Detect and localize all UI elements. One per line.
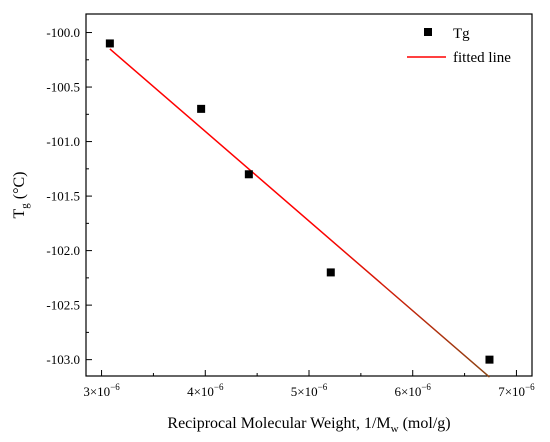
x-tick-exponent: −6 <box>318 382 328 392</box>
y-tick-label: -102.5 <box>46 298 80 313</box>
legend-marker-tg <box>424 28 432 36</box>
legend: Tg fitted line <box>407 26 511 66</box>
x-tick-exponent: −6 <box>421 382 431 392</box>
x-tick-label: 6×10−6 <box>395 382 432 399</box>
data-point <box>326 268 335 277</box>
legend-label-fitted-line: fitted line <box>453 50 511 66</box>
x-axis-title: Reciprocal Molecular Weight, 1/Mw (mol/g… <box>167 415 450 435</box>
data-point <box>244 170 253 179</box>
y-tick-label: -101.5 <box>46 189 80 204</box>
x-tick-mantissa: 4×10 <box>187 384 214 399</box>
x-tick-mantissa: 5×10 <box>291 384 318 399</box>
y-axis-ticks: -100.0 -100.5 -101.0 -101.5 -102.0 -102.5 -103… <box>46 25 92 367</box>
data-point <box>105 39 114 48</box>
y-tick-label: -100.0 <box>46 25 80 40</box>
y-axis-title-unit: (°C) <box>11 171 28 203</box>
y-tick-label: -102.0 <box>46 243 80 258</box>
x-tick-label: 4×10−6 <box>187 382 224 399</box>
x-tick-mantissa: 3×10 <box>83 384 110 399</box>
x-axis-title-sub: w <box>391 423 399 435</box>
x-axis-title-main: Reciprocal Molecular Weight, 1/M <box>167 415 390 432</box>
x-axis-ticks: 3×10−6 4×10−6 5×10−6 6×10−6 7×10−6 <box>83 370 535 399</box>
x-tick-label: 7×10−6 <box>498 382 535 399</box>
data-point <box>485 355 494 364</box>
y-axis-title-sub: g <box>19 203 31 209</box>
x-tick-mantissa: 7×10 <box>498 384 525 399</box>
x-tick-exponent: −6 <box>110 382 120 392</box>
fit-layer <box>109 48 490 378</box>
points-layer <box>105 39 494 364</box>
plot-frame <box>85 13 533 377</box>
x-tick-exponent: −6 <box>214 382 224 392</box>
y-tick-label: -101.0 <box>46 134 80 149</box>
fitted-line <box>109 48 490 378</box>
x-axis-title-unit: (mol/g) <box>399 415 451 432</box>
y-tick-label: -103.0 <box>46 352 80 367</box>
data-point <box>197 104 206 113</box>
y-tick-label: -100.5 <box>46 80 80 95</box>
x-tick-label: 5×10−6 <box>291 382 328 399</box>
legend-label-tg: Tg <box>453 26 470 42</box>
x-tick-mantissa: 6×10 <box>395 384 422 399</box>
x-tick-label: 3×10−6 <box>83 382 120 399</box>
x-tick-exponent: −6 <box>525 382 535 392</box>
y-axis-title-main: T <box>11 209 28 219</box>
y-axis-title: Tg (°C) <box>11 171 31 218</box>
